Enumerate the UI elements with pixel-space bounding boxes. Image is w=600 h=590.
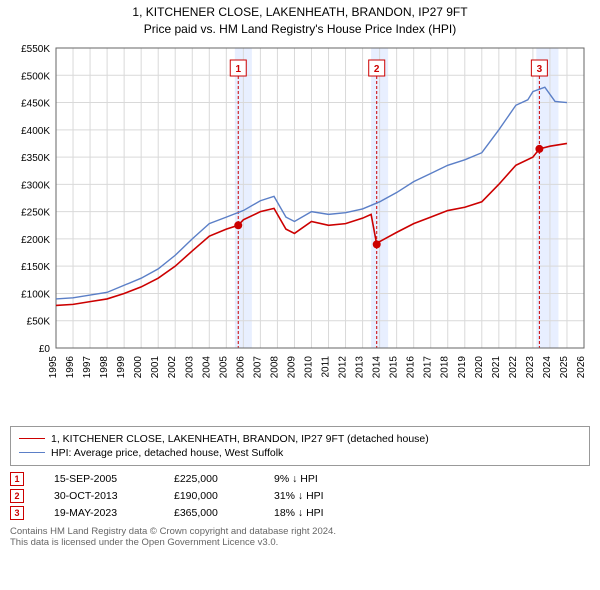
svg-text:£400K: £400K — [21, 125, 50, 136]
svg-text:2004: 2004 — [201, 355, 212, 378]
sale-date: 30-OCT-2013 — [54, 490, 144, 502]
svg-text:2008: 2008 — [269, 355, 280, 378]
svg-text:£200K: £200K — [21, 235, 50, 246]
sale-diff: 9% ↓ HPI — [274, 473, 374, 485]
svg-text:£500K: £500K — [21, 71, 50, 82]
svg-text:2005: 2005 — [218, 355, 229, 378]
sale-table: 1 15-SEP-2005 £225,000 9% ↓ HPI 2 30-OCT-2013… — [10, 472, 590, 520]
sale-date: 15-SEP-2005 — [54, 473, 144, 485]
svg-text:£50K: £50K — [27, 316, 51, 327]
svg-text:2006: 2006 — [235, 355, 246, 378]
sale-marker-box: 2 — [10, 489, 24, 503]
chart-title-block: 1, KITCHENER CLOSE, LAKENHEATH, BRANDON,… — [4, 4, 596, 38]
copyright-block: Contains HM Land Registry data © Crown c… — [10, 526, 590, 548]
svg-text:1: 1 — [235, 64, 241, 75]
svg-text:2012: 2012 — [338, 355, 349, 378]
svg-text:1996: 1996 — [65, 355, 76, 378]
svg-text:1995: 1995 — [48, 355, 59, 378]
svg-text:2026: 2026 — [576, 355, 587, 378]
sale-row: 1 15-SEP-2005 £225,000 9% ↓ HPI — [10, 472, 590, 486]
svg-text:2000: 2000 — [133, 355, 144, 378]
svg-text:1997: 1997 — [82, 355, 93, 378]
sale-row: 3 19-MAY-2023 £365,000 18% ↓ HPI — [10, 506, 590, 520]
svg-text:2023: 2023 — [525, 355, 536, 378]
sale-price: £190,000 — [174, 490, 244, 502]
legend-box: 1, KITCHENER CLOSE, LAKENHEATH, BRANDON,… — [10, 426, 590, 466]
legend-label: 1, KITCHENER CLOSE, LAKENHEATH, BRANDON,… — [51, 433, 429, 445]
svg-text:£350K: £350K — [21, 153, 50, 164]
sale-marker-box: 3 — [10, 506, 24, 520]
svg-text:£300K: £300K — [21, 180, 50, 191]
sale-price: £225,000 — [174, 473, 244, 485]
sale-price: £365,000 — [174, 507, 244, 519]
sale-diff: 18% ↓ HPI — [274, 507, 374, 519]
svg-text:2018: 2018 — [440, 355, 451, 378]
sale-date: 19-MAY-2023 — [54, 507, 144, 519]
svg-text:£100K: £100K — [21, 289, 50, 300]
svg-text:2017: 2017 — [423, 355, 434, 378]
svg-text:2025: 2025 — [559, 355, 570, 378]
svg-text:£550K: £550K — [21, 44, 50, 55]
svg-text:2001: 2001 — [150, 355, 161, 378]
legend-swatch — [19, 452, 45, 453]
svg-text:2019: 2019 — [457, 355, 468, 378]
svg-text:2: 2 — [374, 64, 380, 75]
legend-swatch — [19, 438, 45, 439]
svg-text:2016: 2016 — [406, 355, 417, 378]
svg-text:2013: 2013 — [355, 355, 366, 378]
legend-row: HPI: Average price, detached house, West… — [19, 447, 581, 459]
svg-text:2020: 2020 — [474, 355, 485, 378]
svg-text:2024: 2024 — [542, 355, 553, 378]
svg-text:2022: 2022 — [508, 355, 519, 378]
chart-area: 1 2 3 £0 £50K £100K £150K £200K £250K £300K £350K £… — [4, 38, 596, 418]
sale-diff: 31% ↓ HPI — [274, 490, 374, 502]
sale-marker-box: 1 — [10, 472, 24, 486]
svg-text:£450K: £450K — [21, 98, 50, 109]
svg-text:1999: 1999 — [116, 355, 127, 378]
legend-label: HPI: Average price, detached house, West… — [51, 447, 283, 459]
svg-text:2021: 2021 — [491, 355, 502, 378]
svg-text:2015: 2015 — [389, 355, 400, 378]
svg-text:2011: 2011 — [321, 355, 332, 377]
svg-text:2002: 2002 — [167, 355, 178, 378]
svg-text:2014: 2014 — [372, 355, 383, 378]
copyright-line-1: Contains HM Land Registry data © Crown c… — [10, 526, 590, 537]
title-line-2: Price paid vs. HM Land Registry's House … — [4, 21, 596, 38]
copyright-line-2: This data is licensed under the Open Gov… — [10, 537, 590, 548]
legend-row: 1, KITCHENER CLOSE, LAKENHEATH, BRANDON,… — [19, 433, 581, 445]
svg-text:£0: £0 — [39, 344, 51, 355]
chart-svg: 1 2 3 £0 £50K £100K £150K £200K £250K £300K £350K £… — [4, 38, 596, 418]
svg-text:£150K: £150K — [21, 262, 50, 273]
svg-text:2009: 2009 — [286, 355, 297, 378]
svg-text:£250K: £250K — [21, 207, 50, 218]
title-line-1: 1, KITCHENER CLOSE, LAKENHEATH, BRANDON,… — [4, 4, 596, 21]
svg-text:1998: 1998 — [99, 355, 110, 378]
sale-row: 2 30-OCT-2013 £190,000 31% ↓ HPI — [10, 489, 590, 503]
svg-text:3: 3 — [537, 64, 543, 75]
svg-text:2007: 2007 — [252, 355, 263, 378]
svg-text:2003: 2003 — [184, 355, 195, 378]
svg-text:2010: 2010 — [303, 355, 314, 378]
